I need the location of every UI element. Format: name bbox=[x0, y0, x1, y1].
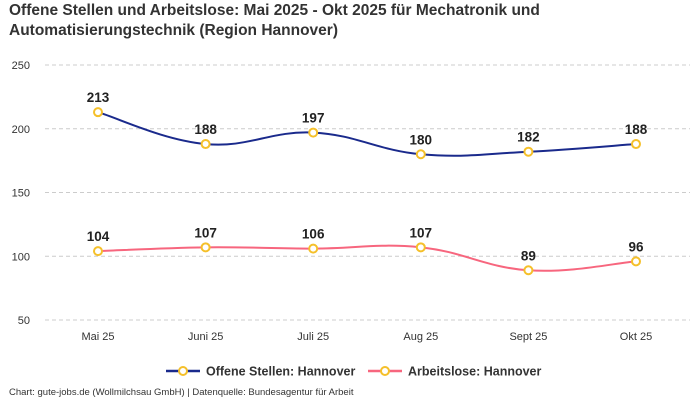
legend-marker bbox=[178, 366, 188, 376]
data-label: 104 bbox=[87, 229, 110, 244]
data-label: 197 bbox=[302, 111, 325, 126]
data-point bbox=[523, 265, 534, 276]
data-point bbox=[93, 107, 103, 118]
x-tick-label: Juli 25 bbox=[297, 331, 329, 343]
data-label: 107 bbox=[410, 225, 433, 240]
data-label: 188 bbox=[625, 122, 648, 137]
legend-label: Offene Stellen: Hannover bbox=[206, 365, 355, 379]
data-label: 96 bbox=[628, 239, 644, 254]
legend-label: Arbeitslose: Hannover bbox=[408, 365, 542, 379]
data-point bbox=[415, 149, 426, 160]
data-point bbox=[93, 246, 103, 257]
data-label: 89 bbox=[521, 248, 536, 263]
data-label: 107 bbox=[194, 225, 217, 240]
x-tick-label: Okt 25 bbox=[620, 331, 652, 343]
data-label: 180 bbox=[410, 132, 433, 147]
data-point bbox=[200, 242, 211, 253]
series-line bbox=[97, 111, 637, 157]
x-tick-label: Sept 25 bbox=[509, 331, 547, 343]
data-label: 188 bbox=[194, 122, 217, 137]
y-tick-label: 250 bbox=[12, 60, 30, 72]
data-point bbox=[308, 127, 319, 138]
data-label: 213 bbox=[87, 90, 110, 105]
data-point bbox=[200, 139, 211, 150]
y-tick-label: 100 bbox=[12, 251, 30, 263]
y-tick-label: 200 bbox=[12, 124, 30, 136]
y-tick-label: 50 bbox=[18, 315, 30, 327]
data-label: 106 bbox=[302, 227, 325, 242]
x-tick-label: Aug 25 bbox=[403, 331, 438, 343]
series-line bbox=[97, 244, 637, 272]
legend-marker bbox=[380, 366, 390, 376]
data-point bbox=[631, 139, 641, 150]
data-point bbox=[415, 242, 426, 253]
y-tick-label: 150 bbox=[12, 188, 30, 200]
chart-footer: Chart: gute-jobs.de (Wollmilchsau GmbH) … bbox=[9, 387, 354, 398]
data-point bbox=[308, 243, 319, 254]
chart-title: Offene Stellen und Arbeitslose: Mai 2025… bbox=[9, 2, 540, 39]
data-label: 182 bbox=[517, 130, 540, 145]
x-tick-label: Juni 25 bbox=[188, 331, 223, 343]
x-tick-label: Mai 25 bbox=[81, 331, 114, 343]
data-point bbox=[631, 256, 641, 267]
data-point bbox=[523, 146, 534, 157]
